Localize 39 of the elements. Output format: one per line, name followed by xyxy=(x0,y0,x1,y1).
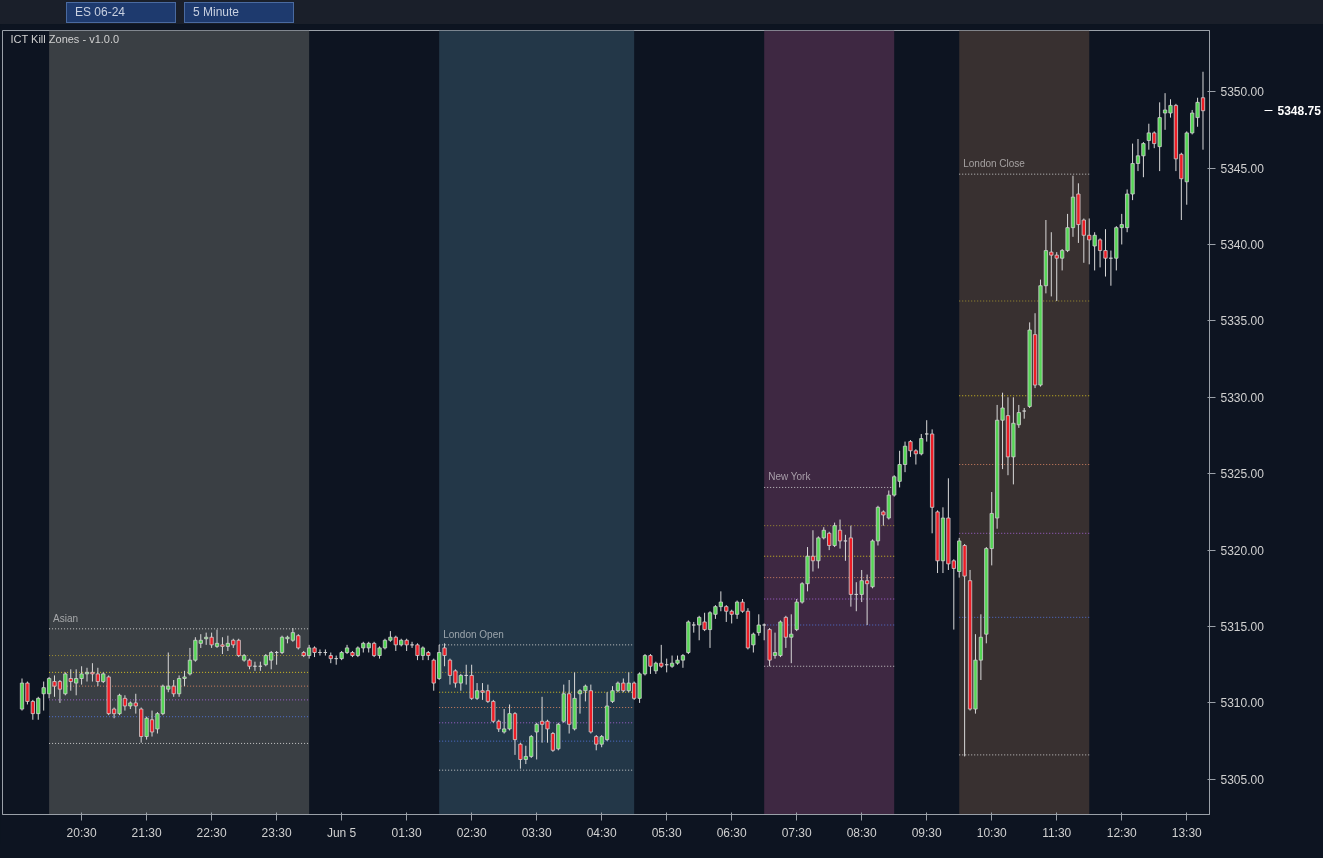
band-label: New York xyxy=(768,471,812,483)
x-tick-label: 11:30 xyxy=(1042,825,1072,840)
chart-title: ICT Kill Zones - v1.0.0 xyxy=(10,32,120,45)
x-tick-label: 07:30 xyxy=(781,825,813,840)
x-tick-label: 22:30 xyxy=(196,825,227,840)
y-tick-label: 5345.00 xyxy=(1220,161,1265,176)
x-tick-label: 03:30 xyxy=(521,825,552,840)
y-tick-label: 5320.00 xyxy=(1220,543,1265,558)
band-label: Asian xyxy=(53,612,79,624)
candlestick xyxy=(843,534,848,562)
x-tick-label: 21:30 xyxy=(131,825,162,840)
y-tick-label: 5310.00 xyxy=(1220,696,1265,711)
x-tick-label: 06:30 xyxy=(716,825,748,840)
y-tick-label: 5340.00 xyxy=(1220,237,1265,252)
y-tick-label: 5325.00 xyxy=(1220,467,1265,482)
x-tick-label: 01:30 xyxy=(391,825,422,840)
y-tick-label: 5315.00 xyxy=(1220,620,1265,635)
x-tick-label: 12:30 xyxy=(1106,825,1138,840)
text: 5 Minute xyxy=(184,2,294,24)
candlestick xyxy=(756,613,761,637)
candlestick xyxy=(924,419,929,443)
y-tick-label: 5335.00 xyxy=(1220,314,1265,329)
x-tick-label: 10:30 xyxy=(976,825,1008,840)
x-tick-label: 13:30 xyxy=(1171,825,1203,840)
y-tick-label: 5305.00 xyxy=(1220,772,1265,787)
x-tick-label: 04:30 xyxy=(586,825,618,840)
x-tick-label: 09:30 xyxy=(911,825,943,840)
text: 5348.75 xyxy=(1277,104,1322,119)
y-tick-label: 5350.00 xyxy=(1220,85,1265,100)
x-tick-label: 05:30 xyxy=(651,825,683,840)
band-label: London Open xyxy=(443,628,504,640)
x-tick-label: 20:30 xyxy=(66,825,97,840)
x-tick-label: 08:30 xyxy=(846,825,878,840)
x-tick-label: Jun 5 xyxy=(326,825,357,840)
x-tick-label: 23:30 xyxy=(261,825,292,840)
y-tick-label: 5330.00 xyxy=(1220,390,1265,405)
band-label: London Close xyxy=(963,158,1026,170)
text: ES 06-24 xyxy=(66,2,176,24)
x-tick-label: 02:30 xyxy=(456,825,487,840)
